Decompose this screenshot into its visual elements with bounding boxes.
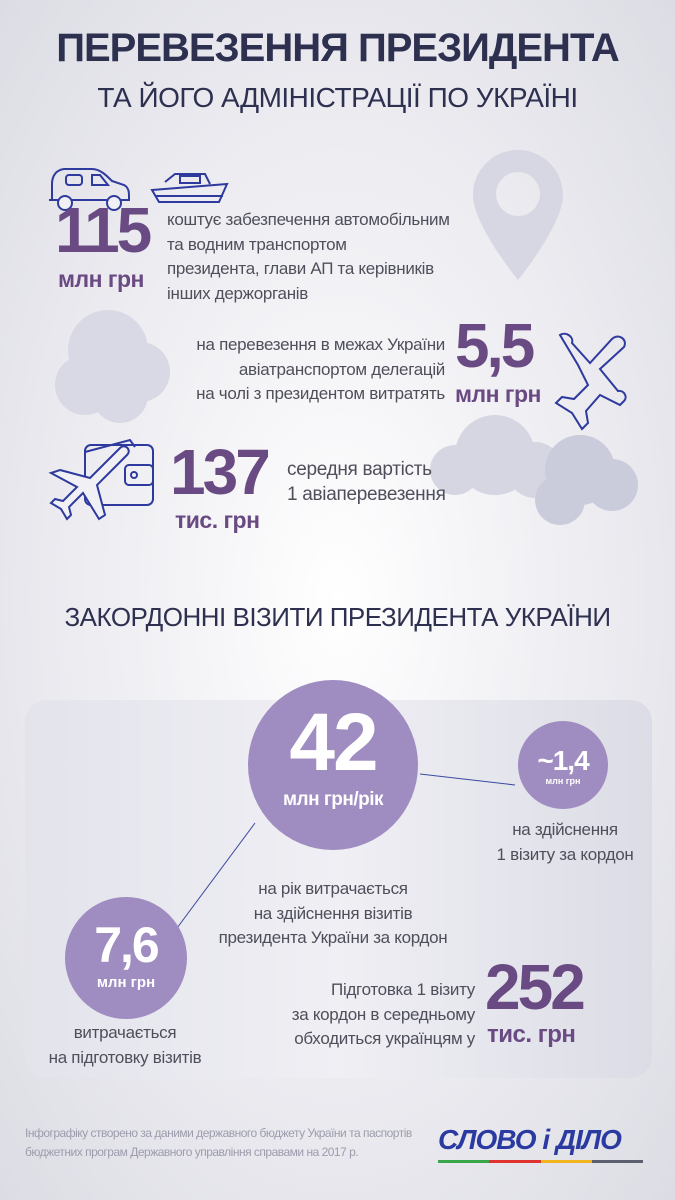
airplane-icon <box>554 332 627 431</box>
cloud-icon <box>430 415 638 525</box>
preparation-description: витрачається на підготовку візитів <box>48 1023 202 1067</box>
logo-stripe <box>438 1160 643 1163</box>
page-title: ПЕРЕВЕЗЕННЯ ПРЕЗИДЕНТА <box>56 26 620 70</box>
boat-icon <box>150 173 229 203</box>
prep-per-visit-unit: тис. грн <box>487 1021 576 1048</box>
annual-cost-unit: млн грн/рік <box>282 789 384 810</box>
cloud-icon <box>55 310 170 423</box>
prep-per-visit-value: 252 <box>485 951 586 1023</box>
per-visit-value: ~1,4 <box>537 745 589 776</box>
preparation-value: 7,6 <box>94 917 160 973</box>
prep-per-visit-description: Підготовка 1 візиту за кордон в середньом… <box>291 980 476 1048</box>
ground-transport-description: коштує забезпечення автомобільним та водн… <box>167 210 450 303</box>
decorations <box>48 150 638 525</box>
annual-cost-circle: 42 млн грн/рік <box>248 680 418 850</box>
section-title: ЗАКОРДОННІ ВІЗИТИ ПРЕЗИДЕНТА УКРАЇНИ <box>64 602 611 632</box>
source-note: Інфографіку створено за даними державног… <box>25 1126 412 1159</box>
air-avg-value: 137 <box>170 436 271 508</box>
annual-cost-description: на рік витрачається на здійснення візитів… <box>218 879 448 947</box>
preparation-circle: 7,6 млн грн <box>65 897 187 1019</box>
air-domestic-unit: млн грн <box>455 381 541 407</box>
air-avg-description: середня вартість 1 авіаперевезення <box>287 459 446 505</box>
air-avg-unit: тис. грн <box>175 507 260 533</box>
air-domestic-value: 5,5 <box>455 312 535 381</box>
per-visit-unit: млн грн <box>545 776 581 786</box>
preparation-unit: млн грн <box>96 974 156 991</box>
logo: СЛОВО і ДІЛО <box>438 1122 653 1168</box>
logo-text: СЛОВО і ДІЛО <box>438 1124 622 1155</box>
wallet-airplane-icon <box>48 438 154 521</box>
car-icon <box>49 168 130 211</box>
ground-transport-unit: млн грн <box>58 266 144 292</box>
per-visit-circle: ~1,4 млн грн <box>518 721 608 809</box>
page-subtitle: ТА ЙОГО АДМІНІСТРАЦІЇ ПО УКРАЇНІ <box>97 82 578 113</box>
map-pin-icon <box>473 150 563 280</box>
air-domestic-description: на перевезення в межах України авіатрансп… <box>196 335 445 403</box>
per-visit-description: на здійснення 1 візиту за кордон <box>496 820 634 864</box>
ground-transport-value: 115 <box>55 194 152 266</box>
annual-cost-value: 42 <box>289 697 378 788</box>
